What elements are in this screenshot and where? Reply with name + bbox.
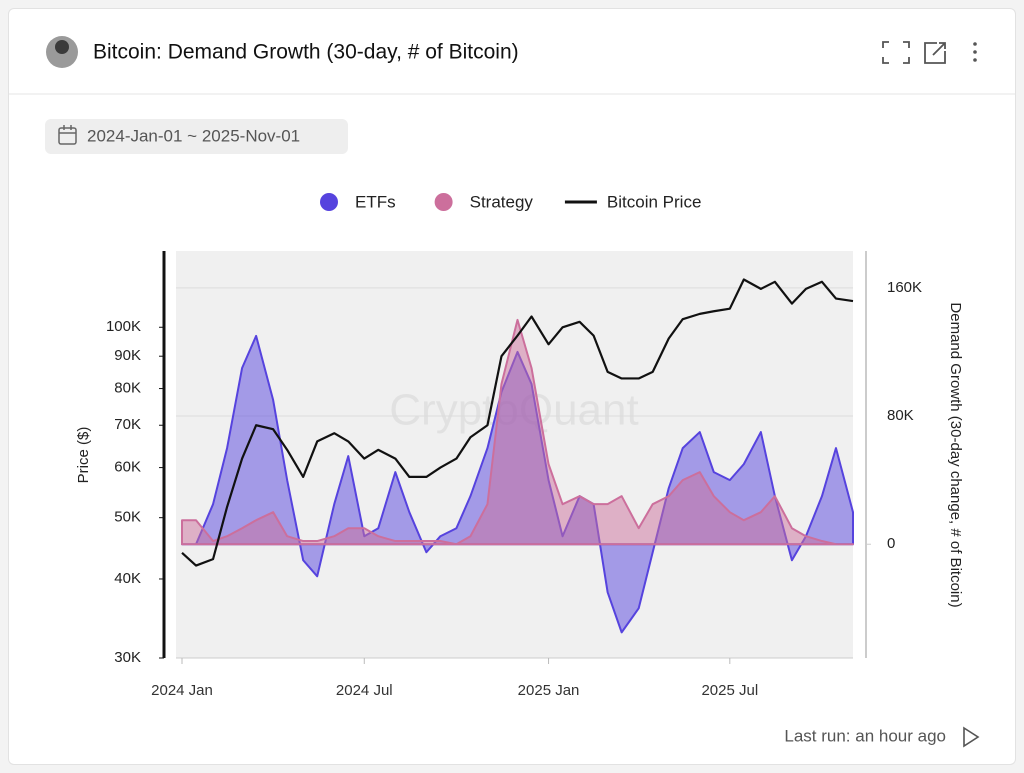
legend-marker	[434, 193, 453, 211]
x-tick-label: 2025 Jul	[701, 682, 758, 699]
last-run: Last run: an hour ago	[784, 726, 946, 745]
x-tick-label: 2025 Jan	[518, 682, 580, 699]
y2-axis-title: Demand Growth (30-day change, # of Bitco…	[947, 302, 964, 607]
line	[181, 278, 854, 567]
date-chip[interactable]	[45, 119, 348, 154]
run-icon[interactable]	[963, 726, 980, 748]
calendar-icon	[58, 125, 77, 145]
card: Bitcoin: Demand Growth (30-day, # of Bit…	[8, 8, 1016, 765]
y2-tick-label: 160K	[887, 279, 922, 296]
legend-label: ETFs	[355, 192, 396, 211]
y-tick-label: 100K	[106, 318, 141, 335]
card-title: Bitcoin: Demand Growth (30-day, # of Bit…	[93, 41, 519, 64]
chart: Bitcoin: Demand Growth (30-day, # of Bit…	[9, 36, 1015, 748]
avatar-head	[55, 40, 69, 54]
open-icon[interactable]	[924, 42, 946, 64]
y-tick-label: 40K	[114, 570, 141, 587]
date-range: 2024-Jan-01 ~ 2025-Nov-01	[87, 126, 300, 145]
y-tick-label: 50K	[114, 509, 141, 526]
fullscreen-icon[interactable]	[882, 41, 910, 64]
y2-tick-label: 0	[887, 535, 895, 552]
y-tick-label: 90K	[114, 347, 141, 364]
legend-label: Bitcoin Price	[607, 192, 701, 211]
menu-icon[interactable]	[973, 42, 977, 62]
legend-label: Strategy	[470, 192, 534, 211]
x-tick-label: 2024 Jul	[336, 682, 393, 699]
y-tick-label: 70K	[114, 416, 141, 433]
x-tick-label: 2024 Jan	[151, 682, 213, 699]
y2-tick-label: 80K	[887, 407, 914, 424]
y-tick-label: 30K	[114, 649, 141, 666]
legend-marker	[320, 193, 338, 211]
y-tick-label: 80K	[114, 380, 141, 397]
area	[181, 318, 854, 546]
y-tick-label: 60K	[114, 459, 141, 476]
y-axis-title: Price ($)	[75, 427, 92, 484]
